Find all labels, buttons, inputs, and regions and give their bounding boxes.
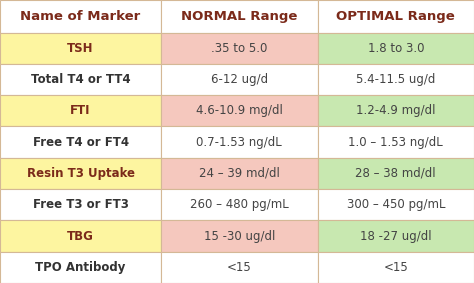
FancyBboxPatch shape [318, 189, 474, 220]
FancyBboxPatch shape [0, 33, 161, 64]
Text: 18 -27 ug/dl: 18 -27 ug/dl [360, 230, 432, 243]
Text: 4.6-10.9 mg/dl: 4.6-10.9 mg/dl [196, 104, 283, 117]
FancyBboxPatch shape [0, 0, 161, 33]
FancyBboxPatch shape [161, 252, 318, 283]
Text: 260 – 480 pg/mL: 260 – 480 pg/mL [190, 198, 289, 211]
FancyBboxPatch shape [0, 95, 161, 127]
FancyBboxPatch shape [318, 252, 474, 283]
FancyBboxPatch shape [318, 158, 474, 189]
Text: 28 – 38 md/dl: 28 – 38 md/dl [356, 167, 436, 180]
FancyBboxPatch shape [318, 95, 474, 127]
Text: TBG: TBG [67, 230, 94, 243]
Text: Free T4 or FT4: Free T4 or FT4 [33, 136, 128, 149]
Text: 1.0 – 1.53 ng/dL: 1.0 – 1.53 ng/dL [348, 136, 443, 149]
FancyBboxPatch shape [0, 189, 161, 220]
Text: FTI: FTI [70, 104, 91, 117]
FancyBboxPatch shape [161, 189, 318, 220]
Text: TPO Antibody: TPO Antibody [36, 261, 126, 274]
FancyBboxPatch shape [0, 127, 161, 158]
FancyBboxPatch shape [161, 64, 318, 95]
Text: Total T4 or TT4: Total T4 or TT4 [31, 73, 130, 86]
FancyBboxPatch shape [318, 33, 474, 64]
Text: OPTIMAL Range: OPTIMAL Range [337, 10, 455, 23]
Text: TSH: TSH [67, 42, 94, 55]
FancyBboxPatch shape [318, 220, 474, 252]
FancyBboxPatch shape [161, 33, 318, 64]
Text: 1.8 to 3.0: 1.8 to 3.0 [367, 42, 424, 55]
FancyBboxPatch shape [0, 220, 161, 252]
Text: Name of Marker: Name of Marker [20, 10, 141, 23]
Text: Free T3 or FT3: Free T3 or FT3 [33, 198, 128, 211]
Text: <15: <15 [383, 261, 408, 274]
FancyBboxPatch shape [318, 127, 474, 158]
FancyBboxPatch shape [161, 0, 318, 33]
FancyBboxPatch shape [318, 64, 474, 95]
Text: .35 to 5.0: .35 to 5.0 [211, 42, 267, 55]
FancyBboxPatch shape [0, 158, 161, 189]
FancyBboxPatch shape [161, 158, 318, 189]
FancyBboxPatch shape [318, 0, 474, 33]
Text: 15 -30 ug/dl: 15 -30 ug/dl [204, 230, 275, 243]
Text: 0.7-1.53 ng/dL: 0.7-1.53 ng/dL [197, 136, 282, 149]
FancyBboxPatch shape [161, 220, 318, 252]
FancyBboxPatch shape [161, 127, 318, 158]
Text: NORMAL Range: NORMAL Range [181, 10, 298, 23]
Text: 24 – 39 md/dl: 24 – 39 md/dl [199, 167, 280, 180]
Text: 6-12 ug/d: 6-12 ug/d [211, 73, 268, 86]
Text: 1.2-4.9 mg/dl: 1.2-4.9 mg/dl [356, 104, 436, 117]
Text: Resin T3 Uptake: Resin T3 Uptake [27, 167, 135, 180]
FancyBboxPatch shape [0, 64, 161, 95]
FancyBboxPatch shape [0, 252, 161, 283]
Text: 300 – 450 pg/mL: 300 – 450 pg/mL [346, 198, 445, 211]
Text: 5.4-11.5 ug/d: 5.4-11.5 ug/d [356, 73, 436, 86]
FancyBboxPatch shape [161, 95, 318, 127]
Text: <15: <15 [227, 261, 252, 274]
